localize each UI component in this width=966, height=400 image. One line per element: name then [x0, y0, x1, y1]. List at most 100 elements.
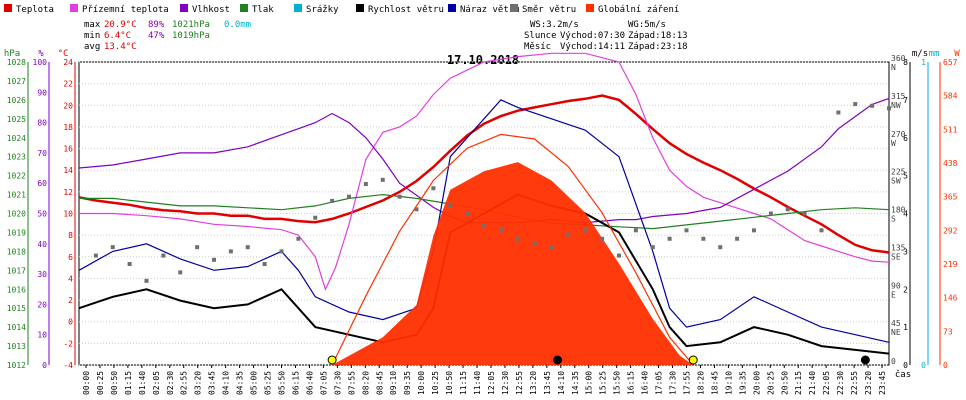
direction-point: [600, 236, 605, 241]
direction-point: [144, 278, 149, 283]
direction-tick-dir: SW: [891, 177, 901, 186]
moonrise-time: Východ:14:11: [560, 42, 625, 52]
direction-point: [279, 249, 284, 254]
x-tick-label: 17:05: [655, 371, 664, 395]
x-tick-label: 15:50: [613, 371, 622, 395]
x-tick-label: 01:15: [124, 371, 133, 395]
pressure-tick-label: 1012: [7, 361, 26, 370]
direction-point: [262, 262, 267, 266]
x-tick-label: 11:15: [459, 371, 468, 395]
direction-tick-dir: NE: [891, 328, 901, 337]
sunset-marker: [688, 355, 698, 365]
direction-point: [448, 203, 453, 208]
temperature-tick-label: 2: [68, 296, 73, 305]
stat-min-label: min: [84, 31, 100, 41]
direction-point: [482, 224, 486, 229]
direction-point: [93, 253, 98, 258]
stat-min-hum: 47%: [148, 31, 165, 41]
x-tick-label: 02:55: [180, 371, 189, 395]
direction-point: [853, 102, 858, 107]
x-tick-label: 18:45: [710, 371, 719, 395]
direction-tick-deg: 225: [891, 168, 906, 177]
direction-point: [684, 228, 689, 233]
temperature-tick-label: 8: [68, 231, 73, 240]
x-tick-label: 00:25: [96, 371, 105, 395]
direction-tick-deg: 180: [891, 206, 906, 215]
legend-item: Globální záření: [586, 4, 679, 15]
direction-point: [752, 228, 756, 233]
direction-point: [161, 253, 166, 258]
direction-point: [195, 245, 200, 250]
pressure-tick-label: 1019: [7, 228, 26, 237]
direction-point: [296, 236, 301, 241]
direction-point: [650, 245, 655, 250]
stat-max-temp: 20.9°C: [104, 20, 137, 30]
rain-tick-label: 1: [921, 58, 926, 67]
temperature-tick-label: -2: [63, 339, 73, 348]
humidity-tick-label: 50: [37, 210, 47, 219]
x-tick-label: 06:15: [291, 371, 300, 395]
legend-swatch: [70, 4, 78, 12]
humidity-tick-label: 60: [37, 179, 47, 188]
direction-point: [566, 232, 571, 237]
stat-max-hum: 89%: [148, 20, 165, 30]
legend-swatch: [448, 4, 456, 12]
x-tick-label: 12:30: [501, 371, 510, 395]
direction-tick-dir: S: [891, 215, 896, 224]
pressure-tick-label: 1022: [7, 172, 26, 181]
direction-point: [515, 236, 520, 241]
temperature-unit: °C: [58, 49, 69, 59]
sunset-time: Západ:18:13: [628, 31, 688, 41]
x-tick-label: 02:30: [166, 371, 175, 395]
temperature-tick-label: 20: [63, 101, 73, 110]
stat-max-press: 1021hPa: [172, 20, 210, 30]
legend-swatch: [586, 4, 594, 12]
direction-point: [735, 236, 740, 241]
stat-avg-temp: 13.4°C: [104, 42, 137, 52]
x-tick-label: 05:50: [278, 371, 287, 395]
legend-swatch: [180, 4, 188, 12]
direction-tick-deg: 270: [891, 130, 906, 139]
direction-point: [431, 186, 436, 191]
x-tick-label: 19:10: [724, 371, 733, 395]
x-tick-label: 10:50: [445, 371, 454, 395]
direction-point: [228, 249, 233, 254]
direction-tick-deg: 360: [891, 54, 906, 63]
direction-point: [465, 211, 470, 216]
legend-label: Náraz větru: [460, 5, 520, 15]
radiation-unit: W: [954, 49, 960, 59]
pressure-tick-label: 1024: [7, 134, 26, 143]
legend-label: Srážky: [306, 5, 339, 15]
series-area: [332, 162, 694, 365]
direction-tick-dir: NW: [891, 101, 901, 110]
humidity-tick-label: 100: [33, 58, 48, 67]
sunrise-marker: [327, 355, 337, 365]
pressure-tick-label: 1014: [7, 323, 26, 332]
direction-tick-deg: 90: [891, 281, 901, 290]
x-tick-label: 16:15: [627, 371, 636, 395]
sun-label: Slunce: [524, 31, 557, 41]
series-line: [78, 99, 890, 343]
x-tick-label: 07:55: [347, 371, 356, 395]
x-tick-label: 01:40: [138, 371, 147, 395]
direction-point: [701, 236, 706, 241]
direction-tick-deg: 315: [891, 92, 906, 101]
x-tick-label: 18:20: [696, 371, 705, 395]
x-tick-label: 23:20: [864, 371, 873, 395]
direction-point: [380, 177, 385, 182]
x-axis-label: čas: [895, 369, 911, 380]
wind_speed-tick-label: 2: [903, 285, 908, 294]
x-tick-label: 22:55: [850, 371, 859, 395]
radiation-tick-label: 584: [943, 92, 958, 101]
wind-gust-info: WG:5m/s: [628, 20, 666, 30]
direction-point: [532, 240, 537, 245]
moonrise-marker: [553, 355, 563, 365]
x-tick-label: 15:25: [599, 371, 608, 395]
x-tick-label: 19:35: [738, 371, 747, 395]
pressure-tick-label: 1018: [7, 247, 26, 256]
x-tick-label: 05:00: [250, 371, 259, 395]
pressure-tick-label: 1023: [7, 153, 26, 162]
direction-point: [212, 257, 216, 262]
sunrise-time: Východ:07:30: [560, 31, 625, 41]
legend-swatch: [4, 4, 12, 12]
